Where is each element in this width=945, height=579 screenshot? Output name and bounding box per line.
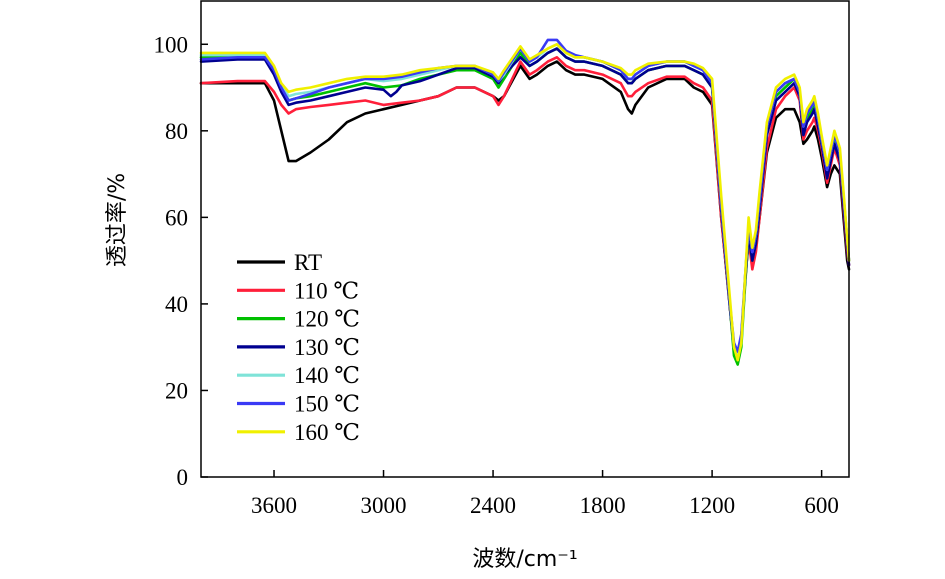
x-axis-title: 波数/cm⁻¹ bbox=[472, 547, 577, 572]
plot-frame bbox=[200, 0, 850, 478]
legend-label-3: 130 ℃ bbox=[294, 335, 360, 360]
y-tick-label-4: 80 bbox=[165, 119, 188, 144]
legend-label-5: 150 ℃ bbox=[294, 392, 360, 417]
x-tick-label-0: 3600 bbox=[251, 493, 297, 518]
series-line-1 bbox=[199, 56, 851, 358]
series-layer bbox=[199, 38, 851, 366]
x-tick-label-4: 1200 bbox=[689, 493, 735, 518]
y-tick-label-5: 100 bbox=[154, 32, 189, 57]
series-line-3 bbox=[199, 47, 851, 358]
legend-label-1: 110 ℃ bbox=[294, 278, 359, 303]
x-tick-label-5: 600 bbox=[804, 493, 839, 518]
legend-label-2: 120 ℃ bbox=[294, 307, 360, 332]
series-line-5 bbox=[199, 38, 851, 353]
x-tick-label-3: 1800 bbox=[580, 493, 626, 518]
x-tick-label-1: 3000 bbox=[361, 493, 407, 518]
x-tick-label-2: 2400 bbox=[470, 493, 516, 518]
y-tick-label-3: 60 bbox=[165, 205, 188, 230]
legend: RT 110 ℃ 120 ℃ 130 ℃ 140 ℃ 150 ℃ 160 ℃ bbox=[237, 250, 360, 445]
y-tick-label-2: 40 bbox=[165, 292, 188, 317]
series-line-0 bbox=[199, 60, 851, 358]
legend-label-4: 140 ℃ bbox=[294, 363, 360, 388]
y-tick-label-0: 0 bbox=[177, 465, 189, 490]
x-axis: 3600 3000 2400 1800 1200 600 bbox=[251, 470, 839, 518]
series-line-6 bbox=[199, 43, 851, 362]
y-tick-label-1: 20 bbox=[165, 378, 188, 403]
y-axis-title: 透过率/% bbox=[105, 173, 130, 267]
y-axis: 0 20 40 60 80 100 bbox=[154, 32, 208, 490]
legend-label-0: RT bbox=[294, 250, 322, 275]
legend-label-6: 160 ℃ bbox=[294, 420, 360, 445]
